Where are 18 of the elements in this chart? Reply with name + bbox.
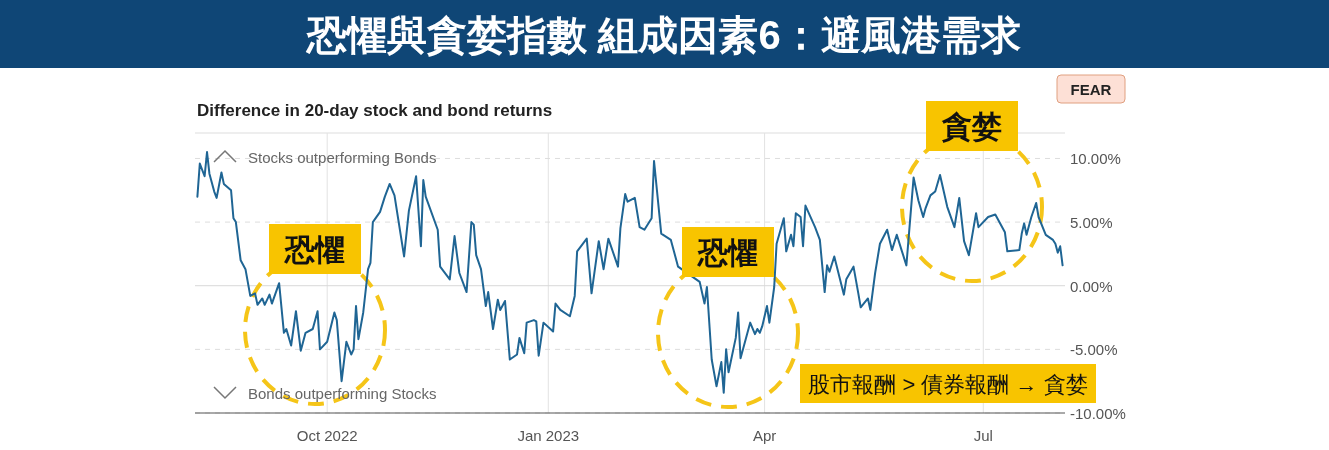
- y-tick-label: 5.00%: [1070, 214, 1113, 232]
- x-tick-label: Apr: [752, 427, 777, 444]
- y-tick-label: -10.00%: [1070, 405, 1126, 422]
- annotation: 恐懼: [697, 236, 758, 269]
- x-tick-label: Oct 2022: [296, 427, 358, 444]
- annotation: 股市報酬 > 債券報酬 → 貪婪: [808, 372, 1088, 397]
- annotation: Bonds outperforming Stocks: [248, 385, 437, 402]
- annotation: 貪婪: [941, 110, 1002, 143]
- y-tick-label: 0.00%: [1070, 277, 1113, 295]
- chart-subtitle: Difference in 20-day stock and bond returns: [197, 101, 553, 120]
- x-tick-label: Jan 2023: [517, 427, 580, 444]
- x-tick-label: Jul: [973, 427, 993, 444]
- chart-title: 恐懼與貪婪指數 組成因素6：避風港需求: [305, 13, 1021, 57]
- text: FEAR: [1070, 81, 1112, 98]
- y-tick-label: 10.00%: [1070, 150, 1121, 168]
- annotation: 恐懼: [284, 233, 345, 266]
- annotation: Stocks outperforming Bonds: [248, 149, 437, 166]
- y-tick-label: -5.00%: [1070, 341, 1118, 359]
